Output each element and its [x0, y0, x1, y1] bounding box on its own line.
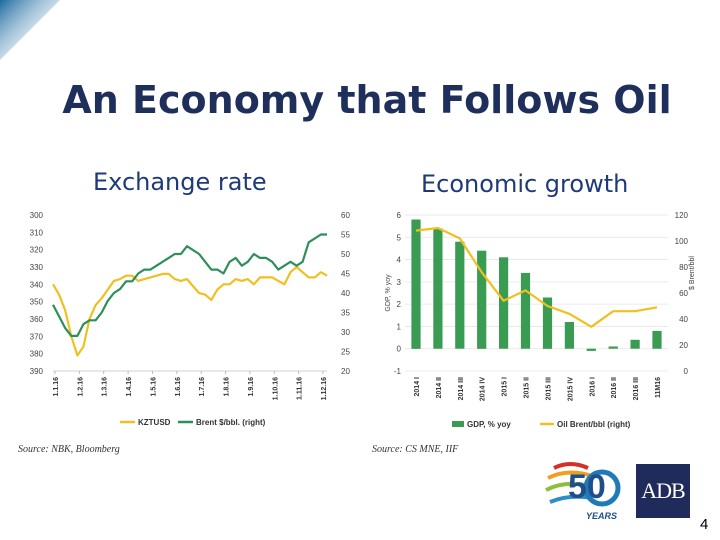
x-tick-label: 1.12.16 — [321, 377, 328, 400]
x-tick-label: 1.5.16 — [150, 377, 157, 397]
left-y-tick-label: 0 — [397, 345, 402, 354]
legend-kztusd-label: KZTUSD — [138, 418, 171, 427]
x-tick-label: 2015 IV — [567, 377, 574, 401]
right-y-tick-label: 45 — [341, 270, 350, 279]
oil-brent-line — [415, 226, 658, 328]
gdp-bar — [608, 346, 618, 349]
right-y-tick-label: 0 — [684, 367, 689, 376]
right-y-tick-label: 60 — [679, 289, 688, 298]
x-tick-label: 2014 II — [436, 377, 443, 398]
right-subtitle: Economic growth — [421, 170, 629, 198]
legend-brent-label: Brent $/bbl. (right) — [196, 418, 266, 427]
adb-50-years-logo: 50 YEARS — [545, 462, 621, 521]
x-tick-label: 2015 I — [502, 377, 509, 397]
left-y-tick-label: 350 — [30, 298, 44, 307]
exchange-rate-chart: 300 310 320 330 340 350 360 370 380 390 20 25 30 35 40… — [30, 211, 351, 427]
gdp-bar — [564, 322, 574, 349]
left-y-tick-label: 330 — [30, 263, 44, 272]
gdp-bar — [477, 250, 487, 349]
gdp-bar — [520, 272, 531, 349]
right-y-tick-label: 20 — [679, 341, 688, 350]
x-tick-label: 1.6.16 — [175, 377, 182, 397]
adb-logo: ADB — [636, 464, 690, 518]
left-y-tick-label: 6 — [397, 211, 402, 220]
x-tick-label: 2014 IV — [480, 377, 487, 401]
left-y-tick-label: -1 — [394, 367, 402, 376]
right-y-tick-label: 35 — [341, 309, 350, 318]
gdp-bar — [455, 241, 465, 349]
x-tick-label: 2016 III — [633, 377, 640, 400]
kztusd-line — [52, 265, 328, 357]
adb-logo-text: ADB — [641, 478, 685, 503]
right-y-tick-label: 60 — [341, 211, 350, 220]
left-subtitle: Exchange rate — [93, 168, 267, 196]
source-left: Source: NBK, Bloomberg — [18, 444, 120, 455]
x-tick-label: 2014 I — [414, 377, 421, 397]
gdp-bar — [433, 228, 443, 349]
right-y-tick-label: 40 — [679, 315, 688, 324]
right-y-tick-label: 55 — [341, 231, 350, 240]
legend-gdp-label: GDP, % yoy — [467, 420, 511, 429]
left-y-tick-label: 5 — [397, 233, 402, 242]
gdp-bar — [630, 339, 640, 349]
right-y-tick-label: 40 — [341, 289, 350, 298]
left-y-tick-label: 300 — [30, 211, 44, 220]
legend-oil-label: Oil Brent/bbl (right) — [557, 420, 631, 429]
x-tick-label: 1.3.16 — [102, 377, 109, 397]
x-tick-label: 2015 II — [524, 377, 531, 398]
left-y-tick-label: 370 — [30, 332, 44, 341]
left-y-tick-label: 380 — [30, 350, 44, 359]
x-tick-label: 1.11.16 — [297, 377, 304, 400]
x-tick-label: 1.4.16 — [126, 377, 133, 397]
left-y-tick-label: 4 — [397, 256, 402, 265]
x-tick-label: 1.10.16 — [272, 377, 279, 400]
right-y-tick-label: 100 — [675, 237, 689, 246]
right-y-tick-label: 120 — [675, 211, 689, 220]
right-y-tick-label: 50 — [341, 250, 350, 259]
x-tick-label: 11M16 — [655, 377, 662, 398]
left-y-tick-label: 390 — [30, 367, 44, 376]
left-y-tick-label: 3 — [397, 278, 402, 287]
left-y-tick-label: 360 — [30, 315, 44, 324]
x-tick-label: 2015 III — [545, 377, 552, 400]
x-tick-label: 1.1.16 — [53, 377, 60, 397]
x-tick-label: 2014 III — [458, 377, 465, 400]
right-y-tick-label: 20 — [341, 367, 350, 376]
left-y-tick-label: 320 — [30, 246, 44, 255]
right-y-tick-label: 80 — [679, 263, 688, 272]
right-y-tick-label: 25 — [341, 348, 350, 357]
brent-line — [52, 233, 327, 337]
x-tick-label: 2016 II — [611, 377, 618, 398]
source-right: Source: CS MNE, IIF — [372, 444, 459, 455]
left-y-tick-label: 2 — [397, 300, 402, 309]
x-tick-label: 1.9.16 — [248, 377, 255, 397]
x-tick-label: 1.8.16 — [224, 377, 231, 397]
anniversary-years: YEARS — [586, 511, 617, 521]
x-tick-label: 2016 I — [589, 377, 596, 397]
x-tick-label: 1.7.16 — [199, 377, 206, 397]
gdp-bar — [542, 297, 553, 349]
page-number: 4 — [700, 516, 709, 533]
left-y-tick-label: 340 — [30, 280, 44, 289]
corner-decoration — [0, 0, 60, 60]
anniversary-number: 50 — [568, 468, 606, 506]
left-y-tick-label: 1 — [397, 322, 402, 331]
left-y-tick-label: 310 — [30, 228, 44, 237]
gdp-bar — [411, 219, 421, 349]
legend-gdp-swatch — [452, 421, 464, 427]
gdp-bar — [652, 330, 662, 349]
gdp-bar — [586, 348, 596, 351]
left-y-axis-label: GDP, % yoy — [385, 274, 392, 312]
x-tick-label: 1.2.16 — [77, 377, 84, 397]
gdp-bar — [499, 257, 509, 349]
right-y-axis-label: $ Brent/bbl — [689, 256, 696, 290]
right-y-tick-label: 30 — [341, 328, 350, 337]
slide-title: An Economy that Follows Oil — [62, 78, 672, 122]
